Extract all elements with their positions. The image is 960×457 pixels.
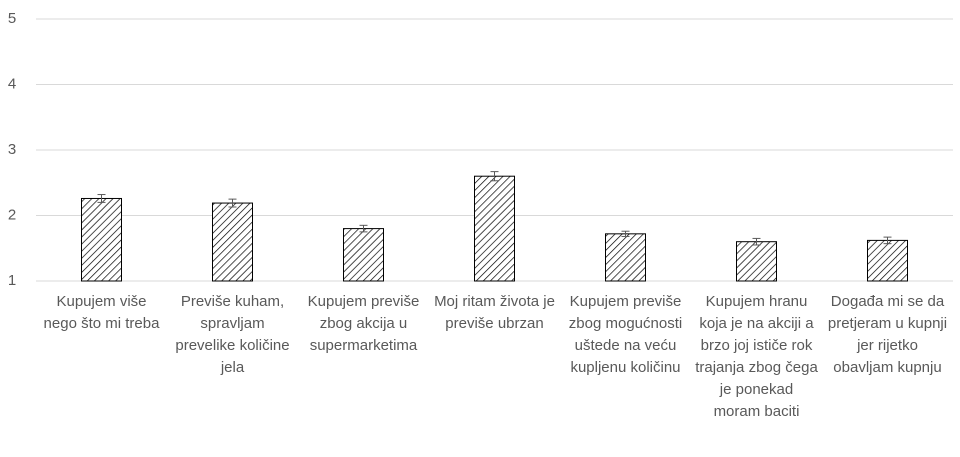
x-tick-label: Događa mi se da pretjeram u kupnji jer r… — [827, 293, 948, 376]
x-tick-label: Kupujem previše zbog akcija u supermarke… — [307, 293, 420, 354]
error-bar — [883, 236, 892, 245]
error-bar — [490, 171, 499, 182]
bar — [81, 197, 122, 282]
bar — [867, 239, 908, 282]
y-tick-label: 5 — [8, 10, 16, 27]
y-tick-label: 1 — [8, 272, 16, 289]
y-tick-label: 2 — [8, 206, 16, 223]
x-tick-label: Moj ritam života je previše ubrzan — [434, 293, 555, 332]
bar — [736, 241, 777, 282]
y-tick-label: 3 — [8, 141, 16, 158]
error-bar — [97, 194, 106, 203]
bar — [212, 202, 253, 282]
x-tick-label: Previše kuham, spravljam prevelike količ… — [175, 293, 290, 376]
error-bar — [228, 198, 237, 208]
bar — [605, 233, 646, 282]
error-bar — [359, 224, 368, 233]
x-tick-label: Kupujem hranu koja je na akciji a brzo j… — [695, 293, 818, 420]
error-bar — [621, 230, 630, 237]
x-tick-label: Kupujem previše zbog mogućnosti uštede n… — [568, 293, 683, 376]
x-tick-label: Kupujem više nego što mi treba — [43, 293, 160, 332]
bar — [474, 175, 515, 282]
y-tick-label: 4 — [8, 75, 16, 92]
bar — [343, 228, 384, 282]
error-bar — [752, 237, 761, 246]
